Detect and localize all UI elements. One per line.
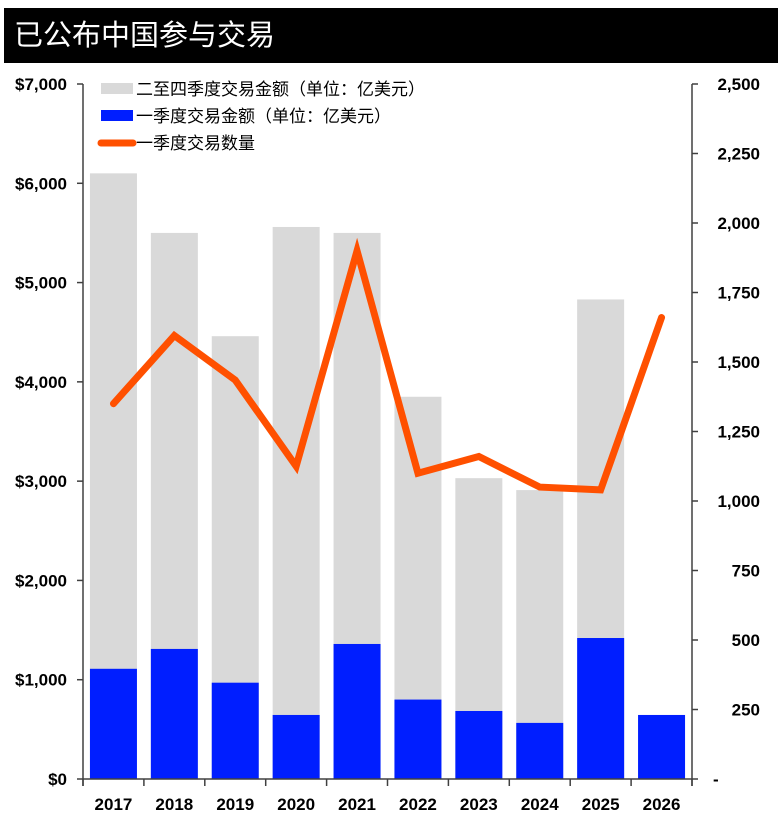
x-tick-label: 2020 [277, 795, 315, 814]
right-tick-label: 250 [732, 701, 760, 720]
left-tick-label: $3,000 [15, 472, 67, 491]
x-tick-label: 2023 [460, 795, 498, 814]
x-tick-label: 2019 [216, 795, 254, 814]
bar-q1-2022 [394, 699, 442, 779]
left-tick-label: $1,000 [15, 671, 67, 690]
axes: $0 $1,000 $2,000 $3,000 $4,000 $5,000 $6,000 $7… [15, 75, 760, 814]
left-tick-label: $7,000 [15, 75, 67, 94]
bar-q1-2020 [272, 714, 320, 779]
bar-q1-2026 [638, 714, 686, 779]
bar-q1-2024 [516, 722, 564, 779]
bar-q1-2019 [211, 682, 259, 779]
bar-q1-2017 [89, 668, 137, 779]
x-tick-label: 2022 [399, 795, 437, 814]
right-tick-label: 1,250 [717, 423, 760, 442]
bar-q2-q4-2020 [272, 226, 320, 779]
right-tick-label: 1,750 [717, 284, 760, 303]
legend-label: 二至四季度交易金额（单位：亿美元） [136, 80, 425, 100]
right-tick-label: - [713, 770, 719, 789]
right-tick-label: 2,000 [717, 214, 760, 233]
bar-q1-2023 [455, 710, 503, 779]
title-bar: 已公布中国参与交易 [4, 8, 778, 63]
chart-title: 已公布中国参与交易 [14, 18, 276, 52]
x-tick-label: 2017 [95, 795, 133, 814]
bar-q1-2025 [577, 638, 625, 779]
x-tick-label: 2025 [582, 795, 620, 814]
bar-q1-2018 [150, 648, 198, 779]
legend: 二至四季度交易金额（单位：亿美元） 一季度交易金额（单位：亿美元） 一季度交易数量 [97, 80, 425, 154]
legend-label: 一季度交易金额（单位：亿美元） [136, 107, 391, 127]
left-tick-label: $4,000 [15, 373, 67, 392]
left-tick-label: $5,000 [15, 274, 67, 293]
bar-q1-2021 [333, 643, 381, 779]
right-tick-label: 750 [732, 562, 760, 581]
left-tick-label: $2,000 [15, 571, 67, 590]
right-tick-label: 2,500 [717, 75, 760, 94]
right-tick-label: 1,500 [717, 353, 760, 372]
left-tick-label: $0 [48, 770, 67, 789]
x-tick-label: 2021 [338, 795, 376, 814]
legend-swatch [101, 83, 133, 94]
right-tick-label: 500 [732, 631, 760, 650]
x-tick-label: 2018 [155, 795, 193, 814]
x-tick-label: 2026 [643, 795, 681, 814]
right-tick-label: 1,000 [717, 492, 760, 511]
x-tick-label: 2024 [521, 795, 559, 814]
line-q1-deal-count [109, 237, 666, 494]
bars [89, 173, 686, 779]
legend-swatch [101, 110, 133, 121]
legend-label: 一季度交易数量 [136, 134, 255, 154]
right-tick-label: 2,250 [717, 145, 760, 164]
left-tick-label: $6,000 [15, 174, 67, 193]
